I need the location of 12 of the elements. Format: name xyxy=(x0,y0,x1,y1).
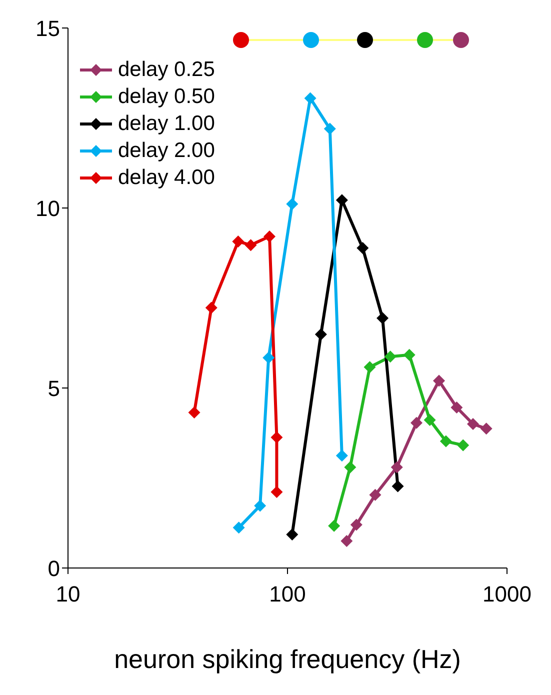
x-tick-label: 1000 xyxy=(482,582,532,607)
legend-label: delay 0.50 xyxy=(118,84,215,110)
x-tick-label: 100 xyxy=(269,582,306,607)
y-tick-label: 0 xyxy=(48,556,60,581)
legend-label: delay 2.00 xyxy=(118,138,215,164)
y-tick-label: 15 xyxy=(36,16,60,41)
legend-label: delay 1.00 xyxy=(118,111,215,137)
y-tick-label: 5 xyxy=(48,376,60,401)
legend-label: delay 4.00 xyxy=(118,165,215,191)
y-tick-label: 10 xyxy=(36,196,60,221)
x-axis-title: neuron spiking frequency (Hz) xyxy=(114,644,461,674)
legend-label: delay 0.25 xyxy=(118,57,215,83)
